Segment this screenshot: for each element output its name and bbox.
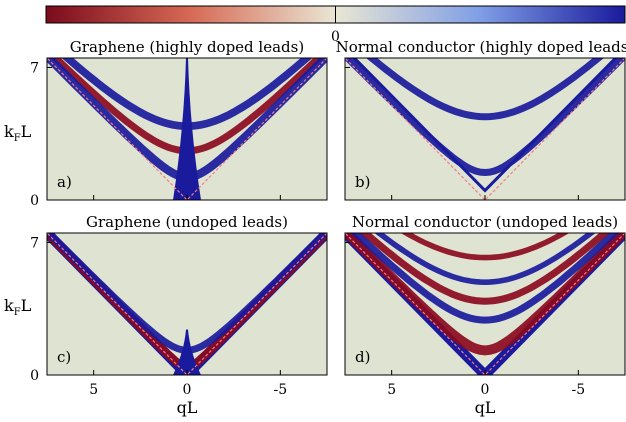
panel-b-label: b): [355, 173, 370, 191]
y-tick-label: 0: [30, 368, 39, 384]
panel-d-title: Normal conductor (undoped leads): [352, 213, 618, 231]
x-tick-label: 5: [89, 382, 98, 398]
axis-ticks: 0 7 5 0 -5 0 7 5 0 -5: [30, 60, 585, 398]
panel-a-title: Graphene (highly doped leads): [70, 38, 304, 56]
panel-d-plot: [345, 233, 625, 375]
panel-a: Graphene (highly doped leads) a): [46, 38, 328, 201]
y-tick-label: 0: [30, 193, 39, 209]
panel-b-background: [345, 58, 625, 200]
panel-b-line-2: [352, 58, 618, 193]
y-axis-label-bottom: kFL: [4, 296, 32, 318]
y-tick-label: 7: [30, 235, 39, 251]
panel-b: Normal conductor (highly doped leads) b): [336, 38, 626, 201]
y-axis-label-top: kFL: [4, 122, 32, 144]
panel-d-band-5: [400, 233, 570, 261]
panel-c-title: Graphene (undoped leads): [86, 213, 288, 231]
panel-a-dashed-guide: [47, 58, 327, 200]
x-axis-label-right: qL: [475, 398, 496, 417]
colorbar-zero-label: 0: [331, 29, 340, 45]
panel-c-dashed-guide: [47, 233, 327, 375]
panel-d-band-3: [360, 233, 610, 305]
x-tick-label: -5: [572, 382, 586, 398]
panel-a-label: a): [57, 173, 72, 191]
panel-c-plot: [47, 233, 327, 375]
panel-a-spike-3: [173, 58, 201, 200]
panel-a-plot: [47, 58, 327, 200]
panel-d: Normal conductor (undoped leads) d): [344, 213, 626, 376]
y-tick-label: 7: [30, 60, 39, 76]
x-tick-label: 0: [183, 382, 192, 398]
panel-d-band-4: [374, 233, 596, 286]
panel-c-label: c): [57, 348, 71, 366]
x-tick-label: -5: [274, 382, 288, 398]
panel-b-band-0: [366, 58, 604, 121]
x-axis-label-left: qL: [177, 398, 198, 417]
panel-d-dashed-guide: [345, 233, 625, 375]
panel-b-dashed-guide: [345, 58, 625, 200]
panel-c-spike-3: [173, 329, 201, 375]
panel-d-label: d): [355, 348, 370, 366]
panel-b-band-1: [345, 58, 625, 177]
panel-b-title: Normal conductor (highly doped leads): [336, 38, 626, 56]
x-tick-label: 5: [387, 382, 396, 398]
x-tick-label: 0: [481, 382, 490, 398]
panel-d-band-2: [350, 233, 620, 324]
panel-c: Graphene (undoped leads) c): [46, 213, 328, 376]
panel-b-plot: [345, 58, 625, 200]
colorbar: 0: [45, 5, 626, 45]
panel-d-band-1: [345, 233, 625, 356]
